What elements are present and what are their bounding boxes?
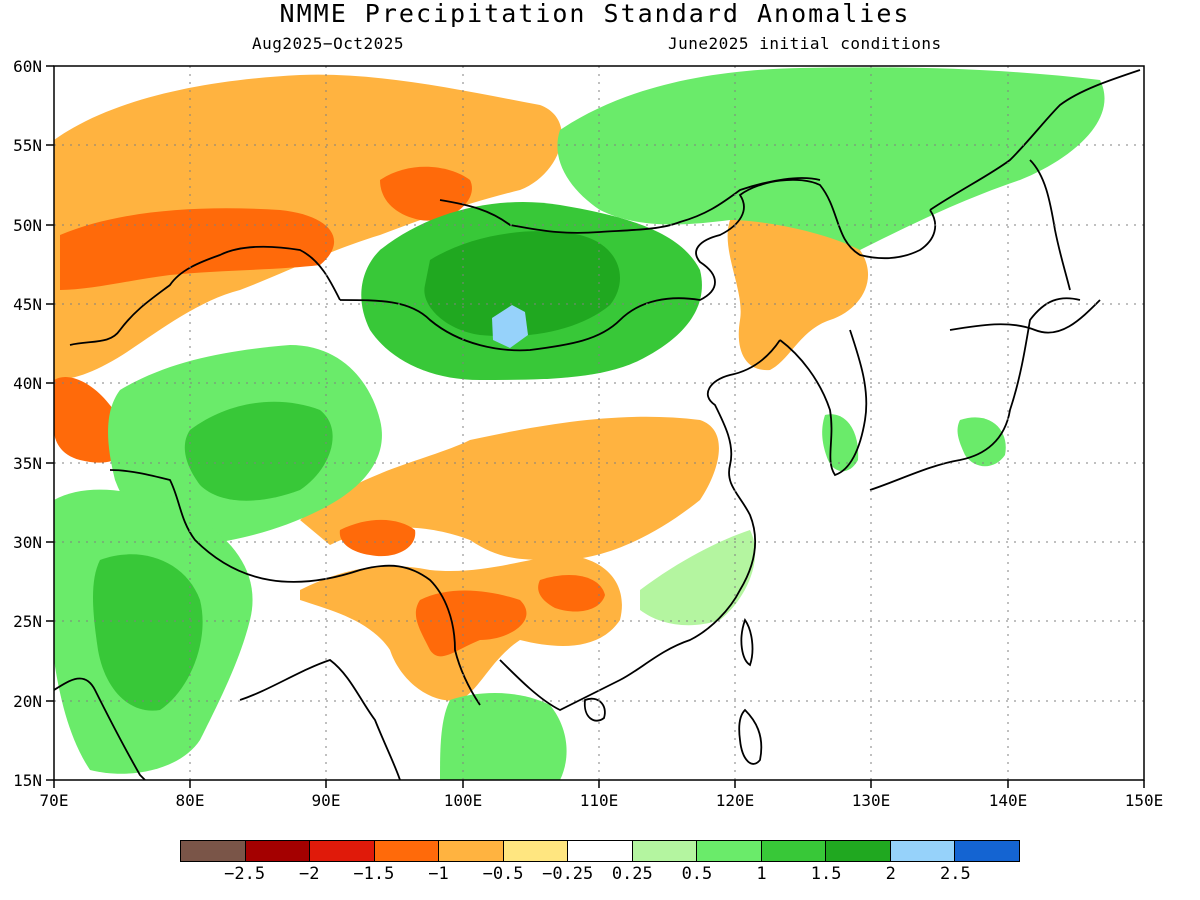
legend-swatch [632, 841, 698, 861]
initial-conditions: June2025 initial conditions [668, 34, 942, 53]
x-tick-label: 110E [580, 791, 619, 810]
legend-swatch [181, 841, 246, 861]
y-tick-label: 60N [13, 57, 42, 76]
china-mongolia-border [339, 178, 937, 352]
map-title: NMME Precipitation Standard Anomalies [279, 0, 911, 28]
legend-swatch [697, 841, 762, 861]
legend-label: −1.5 [353, 864, 395, 884]
russia-mongolia-border [439, 177, 821, 234]
y-tick-label: 45N [13, 295, 42, 314]
legend-label: 1.5 [810, 864, 842, 884]
legend-swatch [890, 841, 956, 861]
korea-coast [779, 329, 868, 477]
y-tick-label: 55N [13, 136, 42, 155]
anomaly-field [54, 67, 1105, 780]
anomaly-map: 70E 80E 90E 100E 110E 120E 130E 140E 150… [13, 57, 1164, 810]
dry-anomaly-yunnan-core [415, 590, 527, 657]
tick-marks [46, 65, 1145, 788]
wet-anomaly-indochina [440, 693, 567, 780]
himalaya-border [109, 469, 481, 706]
y-tick-label: 30N [13, 533, 42, 552]
x-tick-label: 150E [1125, 791, 1164, 810]
taiwan-coast [740, 618, 754, 667]
dry-anomaly-guangxi-core [538, 575, 605, 612]
x-tick-labels: 70E 80E 90E 100E 110E 120E 130E 140E 150… [40, 791, 1164, 810]
wet-anomaly-siberia [557, 67, 1105, 250]
legend-swatch [503, 841, 569, 861]
legend-swatch [439, 841, 504, 861]
y-tick-label: 20N [13, 692, 42, 711]
y-tick-label: 25N [13, 612, 42, 631]
very-wet-anomaly-gobi [492, 305, 528, 348]
wet-anomaly-tibet-core [184, 401, 333, 501]
legend-swatch [310, 841, 375, 861]
legend-swatch [761, 841, 827, 861]
x-tick-label: 90E [312, 791, 341, 810]
legend-swatch [568, 841, 633, 861]
hainan-coast [583, 697, 606, 722]
dry-anomaly-kazakhstan-core [60, 208, 335, 290]
legend-swatch [955, 841, 1019, 861]
wet-anomaly-east-china [640, 530, 756, 626]
legend-label: −0.5 [482, 864, 524, 884]
russia-pacific-coast [929, 69, 1141, 211]
legend-swatch [374, 841, 440, 861]
x-tick-label: 140E [989, 791, 1028, 810]
wet-anomaly-india-core [93, 554, 203, 711]
x-tick-label: 120E [716, 791, 755, 810]
legend-label: −2 [298, 864, 320, 884]
y-tick-labels: 60N 55N 50N 45N 40N 35N 30N 25N 20N 15N [13, 57, 42, 790]
y-tick-label: 35N [13, 454, 42, 473]
philippines-coast [738, 708, 763, 765]
graticule [54, 66, 1144, 780]
kazakhstan-border [69, 245, 341, 346]
legend-label: −2.5 [224, 864, 266, 884]
legend-label: 0.25 [611, 864, 653, 884]
india-coast [54, 677, 146, 780]
wet-anomaly-mongolia-core [424, 231, 620, 337]
legend-swatch [245, 841, 311, 861]
boundaries [54, 69, 1141, 780]
x-tick-label: 100E [444, 791, 483, 810]
forecast-period: Aug2025−Oct2025 [252, 34, 404, 53]
dry-anomaly-sichuan-core [339, 519, 416, 557]
y-tick-label: 50N [13, 216, 42, 235]
legend-label: 2.5 [940, 864, 971, 884]
sakhalin-coast [1029, 159, 1071, 291]
color-legend [180, 840, 1020, 862]
legend-label: −0.25 [542, 864, 594, 884]
y-tick-label: 40N [13, 374, 42, 393]
wet-anomaly-japan [957, 417, 1006, 467]
japan-coast [869, 297, 1101, 491]
legend-label: 0.5 [681, 864, 713, 884]
dry-anomaly-manchuria [727, 214, 869, 371]
legend-label: −1 [428, 864, 449, 884]
legend-swatch [826, 841, 891, 861]
bengal-coast [239, 658, 401, 780]
legend-label: 2 [885, 864, 896, 884]
indochina-coast [499, 339, 781, 712]
x-tick-label: 80E [176, 791, 205, 810]
legend-label: 1 [756, 864, 767, 884]
x-tick-label: 130E [852, 791, 891, 810]
x-tick-label: 70E [40, 791, 69, 810]
dry-anomaly-russia-east [380, 166, 472, 221]
y-tick-label: 15N [13, 771, 42, 790]
wet-anomaly-korea [822, 414, 859, 472]
